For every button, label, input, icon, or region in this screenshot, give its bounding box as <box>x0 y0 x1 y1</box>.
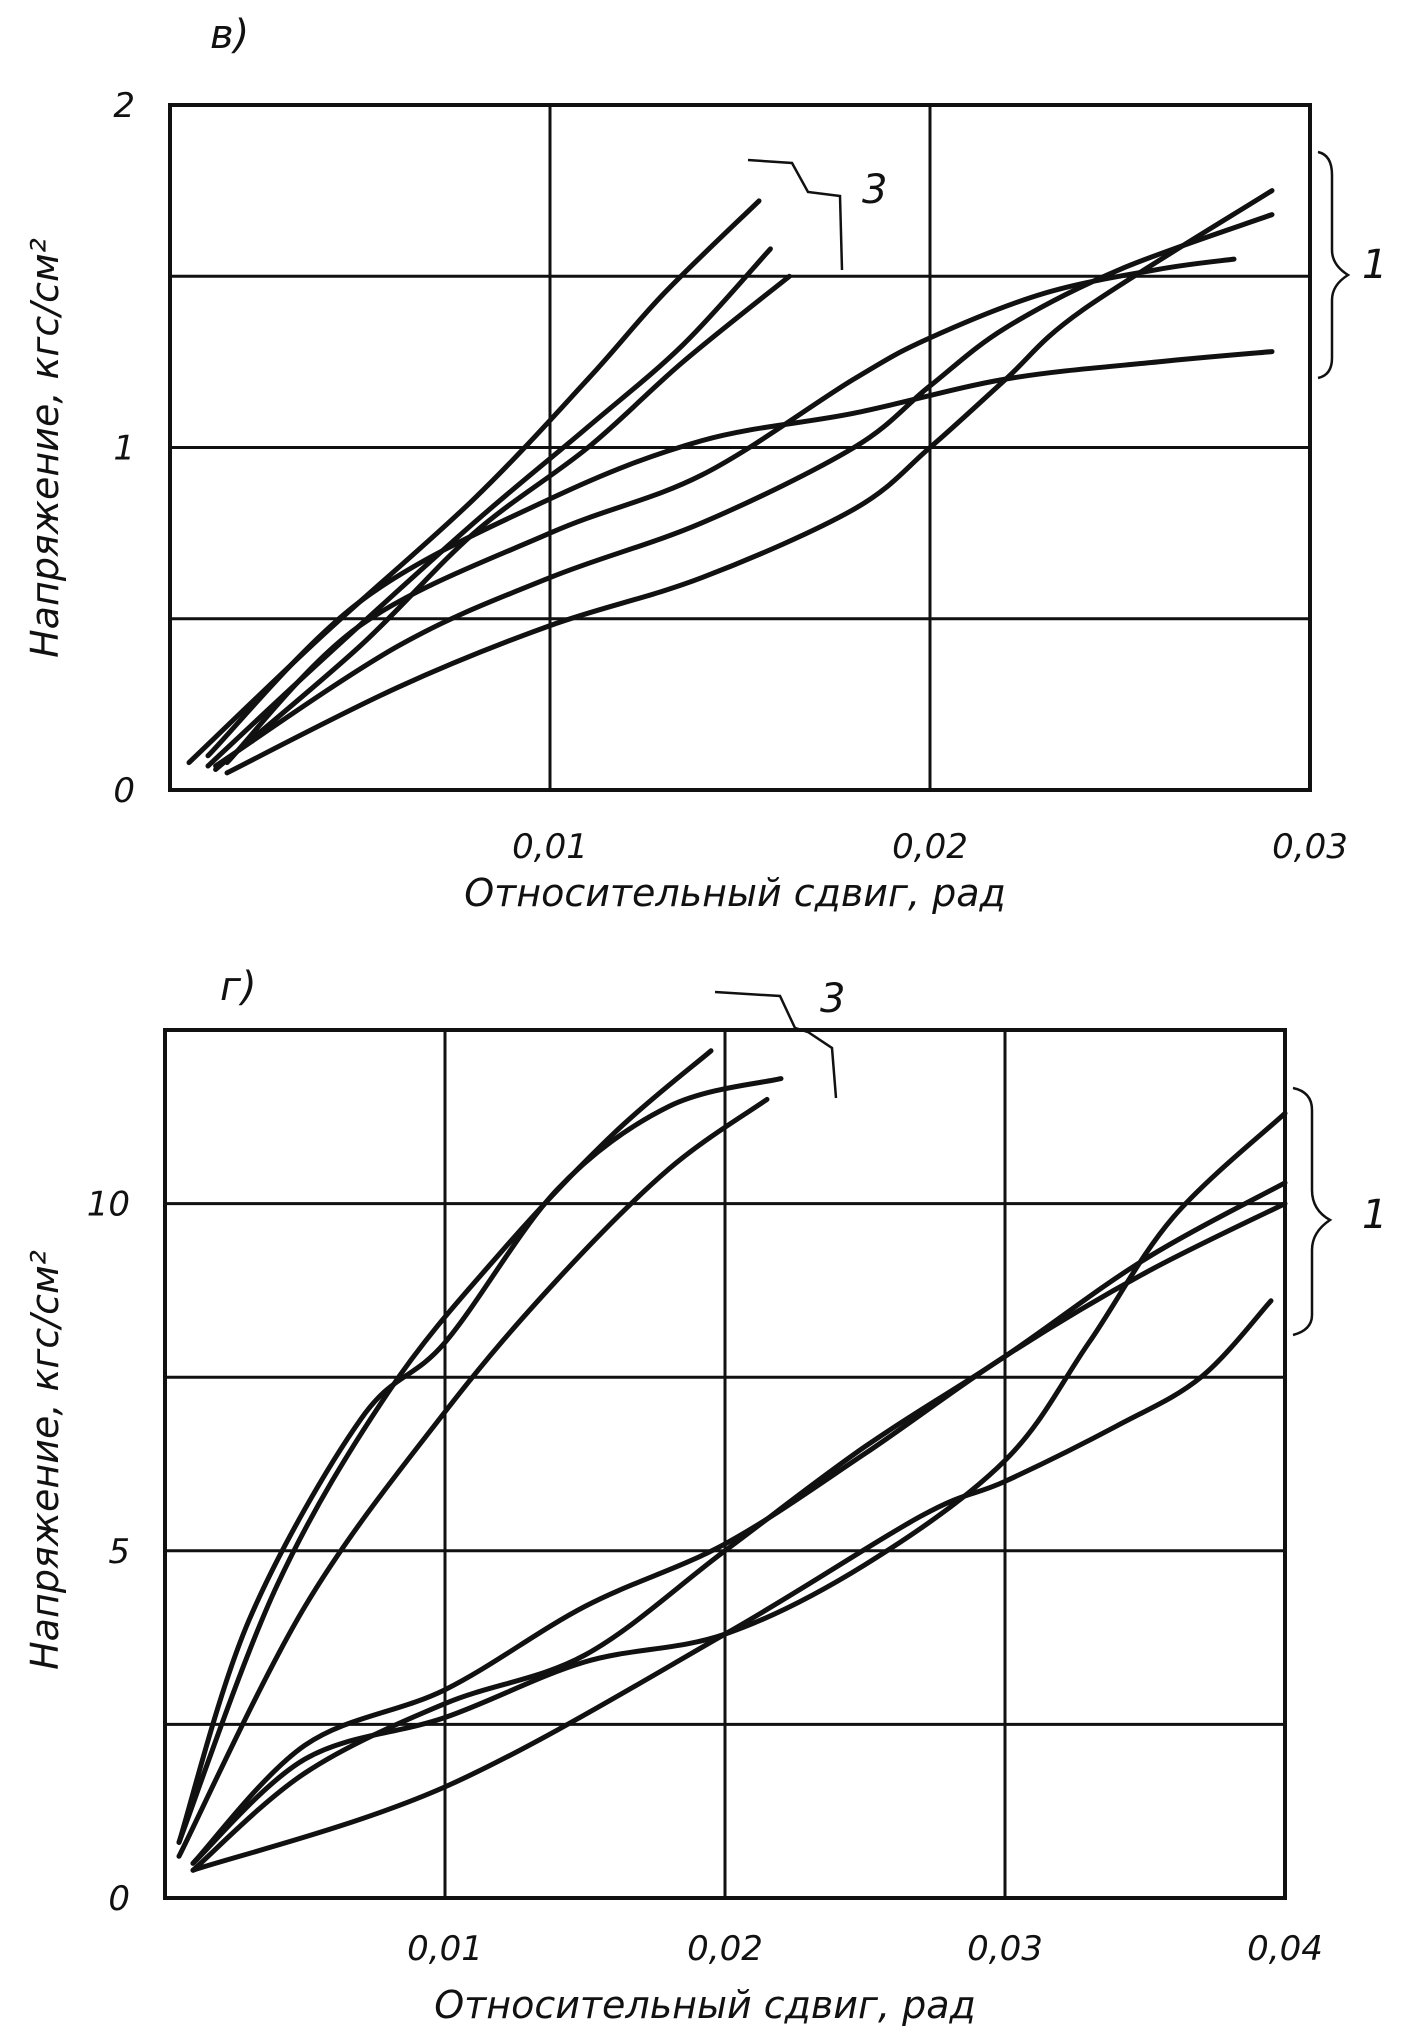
x-tick-label: 0,01 <box>407 1929 483 1969</box>
x-tick-label: 0,04 <box>1247 1929 1323 1969</box>
annotation-label-3: 3 <box>820 976 845 1022</box>
x-tick-label: 0,02 <box>892 827 968 867</box>
series-line-group3-2 <box>176 1076 784 1845</box>
y-tick-label: 0 <box>113 771 135 811</box>
y-tick-label: 2 <box>113 86 135 126</box>
annotation-label-1: 1 <box>1362 242 1387 288</box>
plot-frame <box>168 103 1312 792</box>
series-line-group3-1 <box>176 1048 714 1845</box>
series-line-group1-7 <box>205 349 1275 759</box>
annotation-brace-1 <box>1292 1086 1333 1337</box>
panel-label: г) <box>220 964 257 1010</box>
series-line-group3-3 <box>176 1096 770 1859</box>
x-tick-label: 0,03 <box>1272 827 1348 867</box>
series-line-group1-6 <box>190 1110 1288 1866</box>
chart-panel-2: г) 0,01 0,02 0,03 0,04 0 5 10 Относительный сдви… <box>23 964 1387 2027</box>
x-tick-label: 0,03 <box>967 1929 1043 1969</box>
y-axis-title: Напряжение, кгс/см² <box>23 1250 67 1670</box>
y-tick-label: 0 <box>108 1879 130 1919</box>
annotation-label-1: 1 <box>1362 1192 1387 1238</box>
annotation-leader-3 <box>747 158 844 271</box>
x-tick-label: 0,01 <box>512 827 588 867</box>
series-line-group3-3 <box>213 273 792 772</box>
series-line-group1-6 <box>224 256 1237 766</box>
series-line-group1-5 <box>213 212 1275 769</box>
series-line-group1-5 <box>190 1180 1288 1873</box>
y-tick-label: 10 <box>87 1185 130 1225</box>
series-line-group1-4 <box>190 1298 1274 1873</box>
annotation-leader-3 <box>714 990 838 1099</box>
x-axis-title: Относительный сдвиг, рад <box>434 1983 976 2027</box>
y-axis-title: Напряжение, кгс/см² <box>23 238 67 658</box>
x-axis-title: Относительный сдвиг, рад <box>464 871 1006 915</box>
annotation-brace-1 <box>1317 150 1351 380</box>
y-tick-label: 1 <box>113 429 135 469</box>
annotation-label-3: 3 <box>862 167 887 213</box>
panel-label: в) <box>210 12 249 58</box>
series-line-group3-1 <box>186 198 762 766</box>
y-tick-label: 5 <box>108 1532 130 1572</box>
plot-frame <box>163 1028 1287 1900</box>
x-tick-label: 0,02 <box>687 1929 763 1969</box>
series-line-group1-4 <box>224 188 1275 776</box>
series-line-group1-7 <box>190 1201 1288 1866</box>
chart-panel-1: в) 0,01 0,02 0,03 0 1 2 Относительный сдвиг, ра… <box>23 12 1387 915</box>
